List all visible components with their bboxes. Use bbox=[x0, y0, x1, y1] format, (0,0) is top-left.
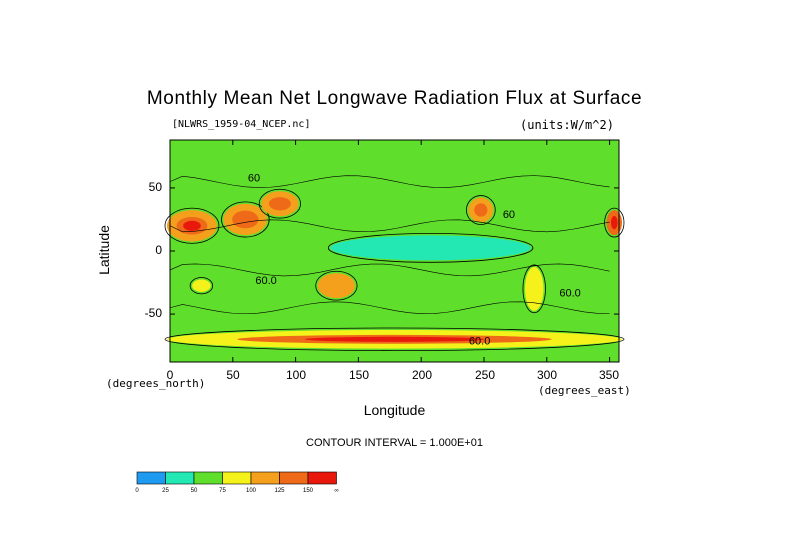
contour-label: 60.0 bbox=[469, 335, 490, 347]
units-label: (units:W/m^2) bbox=[520, 118, 614, 132]
x-tick-label: 250 bbox=[474, 368, 496, 382]
colorbar-swatch bbox=[136, 471, 166, 485]
contour-line bbox=[169, 301, 610, 315]
x-tick-label: 350 bbox=[598, 368, 620, 382]
contour-line bbox=[221, 201, 270, 238]
colorbar-tick-label: 150 bbox=[303, 488, 314, 494]
y-tick-label: 0 bbox=[155, 243, 162, 257]
colorbar-tick-label: 0 bbox=[135, 488, 139, 494]
field-region-core bbox=[183, 220, 201, 231]
colorbar-swatch bbox=[307, 471, 337, 485]
contour-line bbox=[169, 175, 610, 188]
y-unit-label: (degrees_north) bbox=[106, 377, 206, 390]
colorbar-swatch bbox=[222, 471, 252, 485]
field-region bbox=[529, 275, 539, 303]
colorbar-tick-label: 25 bbox=[162, 488, 169, 494]
contour-line bbox=[169, 263, 610, 277]
field-region bbox=[268, 197, 291, 211]
y-tick-label: 50 bbox=[148, 180, 162, 194]
colorbar-swatch bbox=[279, 471, 309, 485]
x-tick-label: 0 bbox=[166, 368, 174, 382]
field-region-core bbox=[612, 218, 617, 227]
x-tick-label: 150 bbox=[348, 368, 370, 382]
colorbar-tick-label: ∞ bbox=[334, 488, 338, 494]
contour-line bbox=[315, 270, 358, 301]
contour-label: 60 bbox=[248, 173, 260, 185]
y-axis-label: Latitude bbox=[96, 225, 112, 275]
x-unit-label: (degrees_east) bbox=[538, 384, 631, 397]
field-region bbox=[197, 283, 206, 288]
field-region bbox=[232, 210, 259, 229]
contour-line bbox=[522, 264, 546, 314]
contour-line bbox=[164, 327, 625, 352]
colorbar-tick-label: 100 bbox=[246, 488, 257, 494]
field-region bbox=[362, 241, 499, 255]
colorbar-tick-label: 50 bbox=[191, 488, 198, 494]
contour-line bbox=[258, 188, 301, 219]
contour-line bbox=[466, 195, 496, 225]
x-tick-label: 100 bbox=[285, 368, 307, 382]
contour-label: 60 bbox=[503, 209, 515, 221]
chart-title: Monthly Mean Net Longwave Radiation Flux… bbox=[146, 88, 643, 109]
colorbar-swatch bbox=[193, 471, 223, 485]
contour-line bbox=[327, 232, 534, 263]
contour-label: 60.0 bbox=[559, 287, 580, 299]
x-tick-label: 50 bbox=[226, 368, 240, 382]
contour-line bbox=[164, 207, 220, 244]
colorbar-swatch bbox=[165, 471, 195, 485]
contour-interval-label: CONTOUR INTERVAL = 1.000E+01 bbox=[306, 437, 483, 449]
colorbar-swatch bbox=[250, 471, 280, 485]
field-region bbox=[474, 203, 488, 217]
x-tick-label: 300 bbox=[536, 368, 558, 382]
colorbar-tick-label: 75 bbox=[219, 488, 226, 494]
x-tick-label: 200 bbox=[411, 368, 433, 382]
contour-line bbox=[604, 207, 625, 238]
field-region bbox=[325, 279, 348, 293]
colorbar-tick-label: 125 bbox=[274, 488, 285, 494]
contour-line bbox=[189, 277, 214, 295]
field-region-core bbox=[304, 336, 485, 342]
dataset-label: [NLWRS_1959-04_NCEP.nc] bbox=[172, 119, 311, 130]
y-tick-label: -50 bbox=[144, 306, 162, 320]
x-axis-label: Longitude bbox=[363, 402, 426, 418]
contour-line bbox=[169, 219, 610, 233]
contour-label: 60.0 bbox=[255, 275, 276, 287]
